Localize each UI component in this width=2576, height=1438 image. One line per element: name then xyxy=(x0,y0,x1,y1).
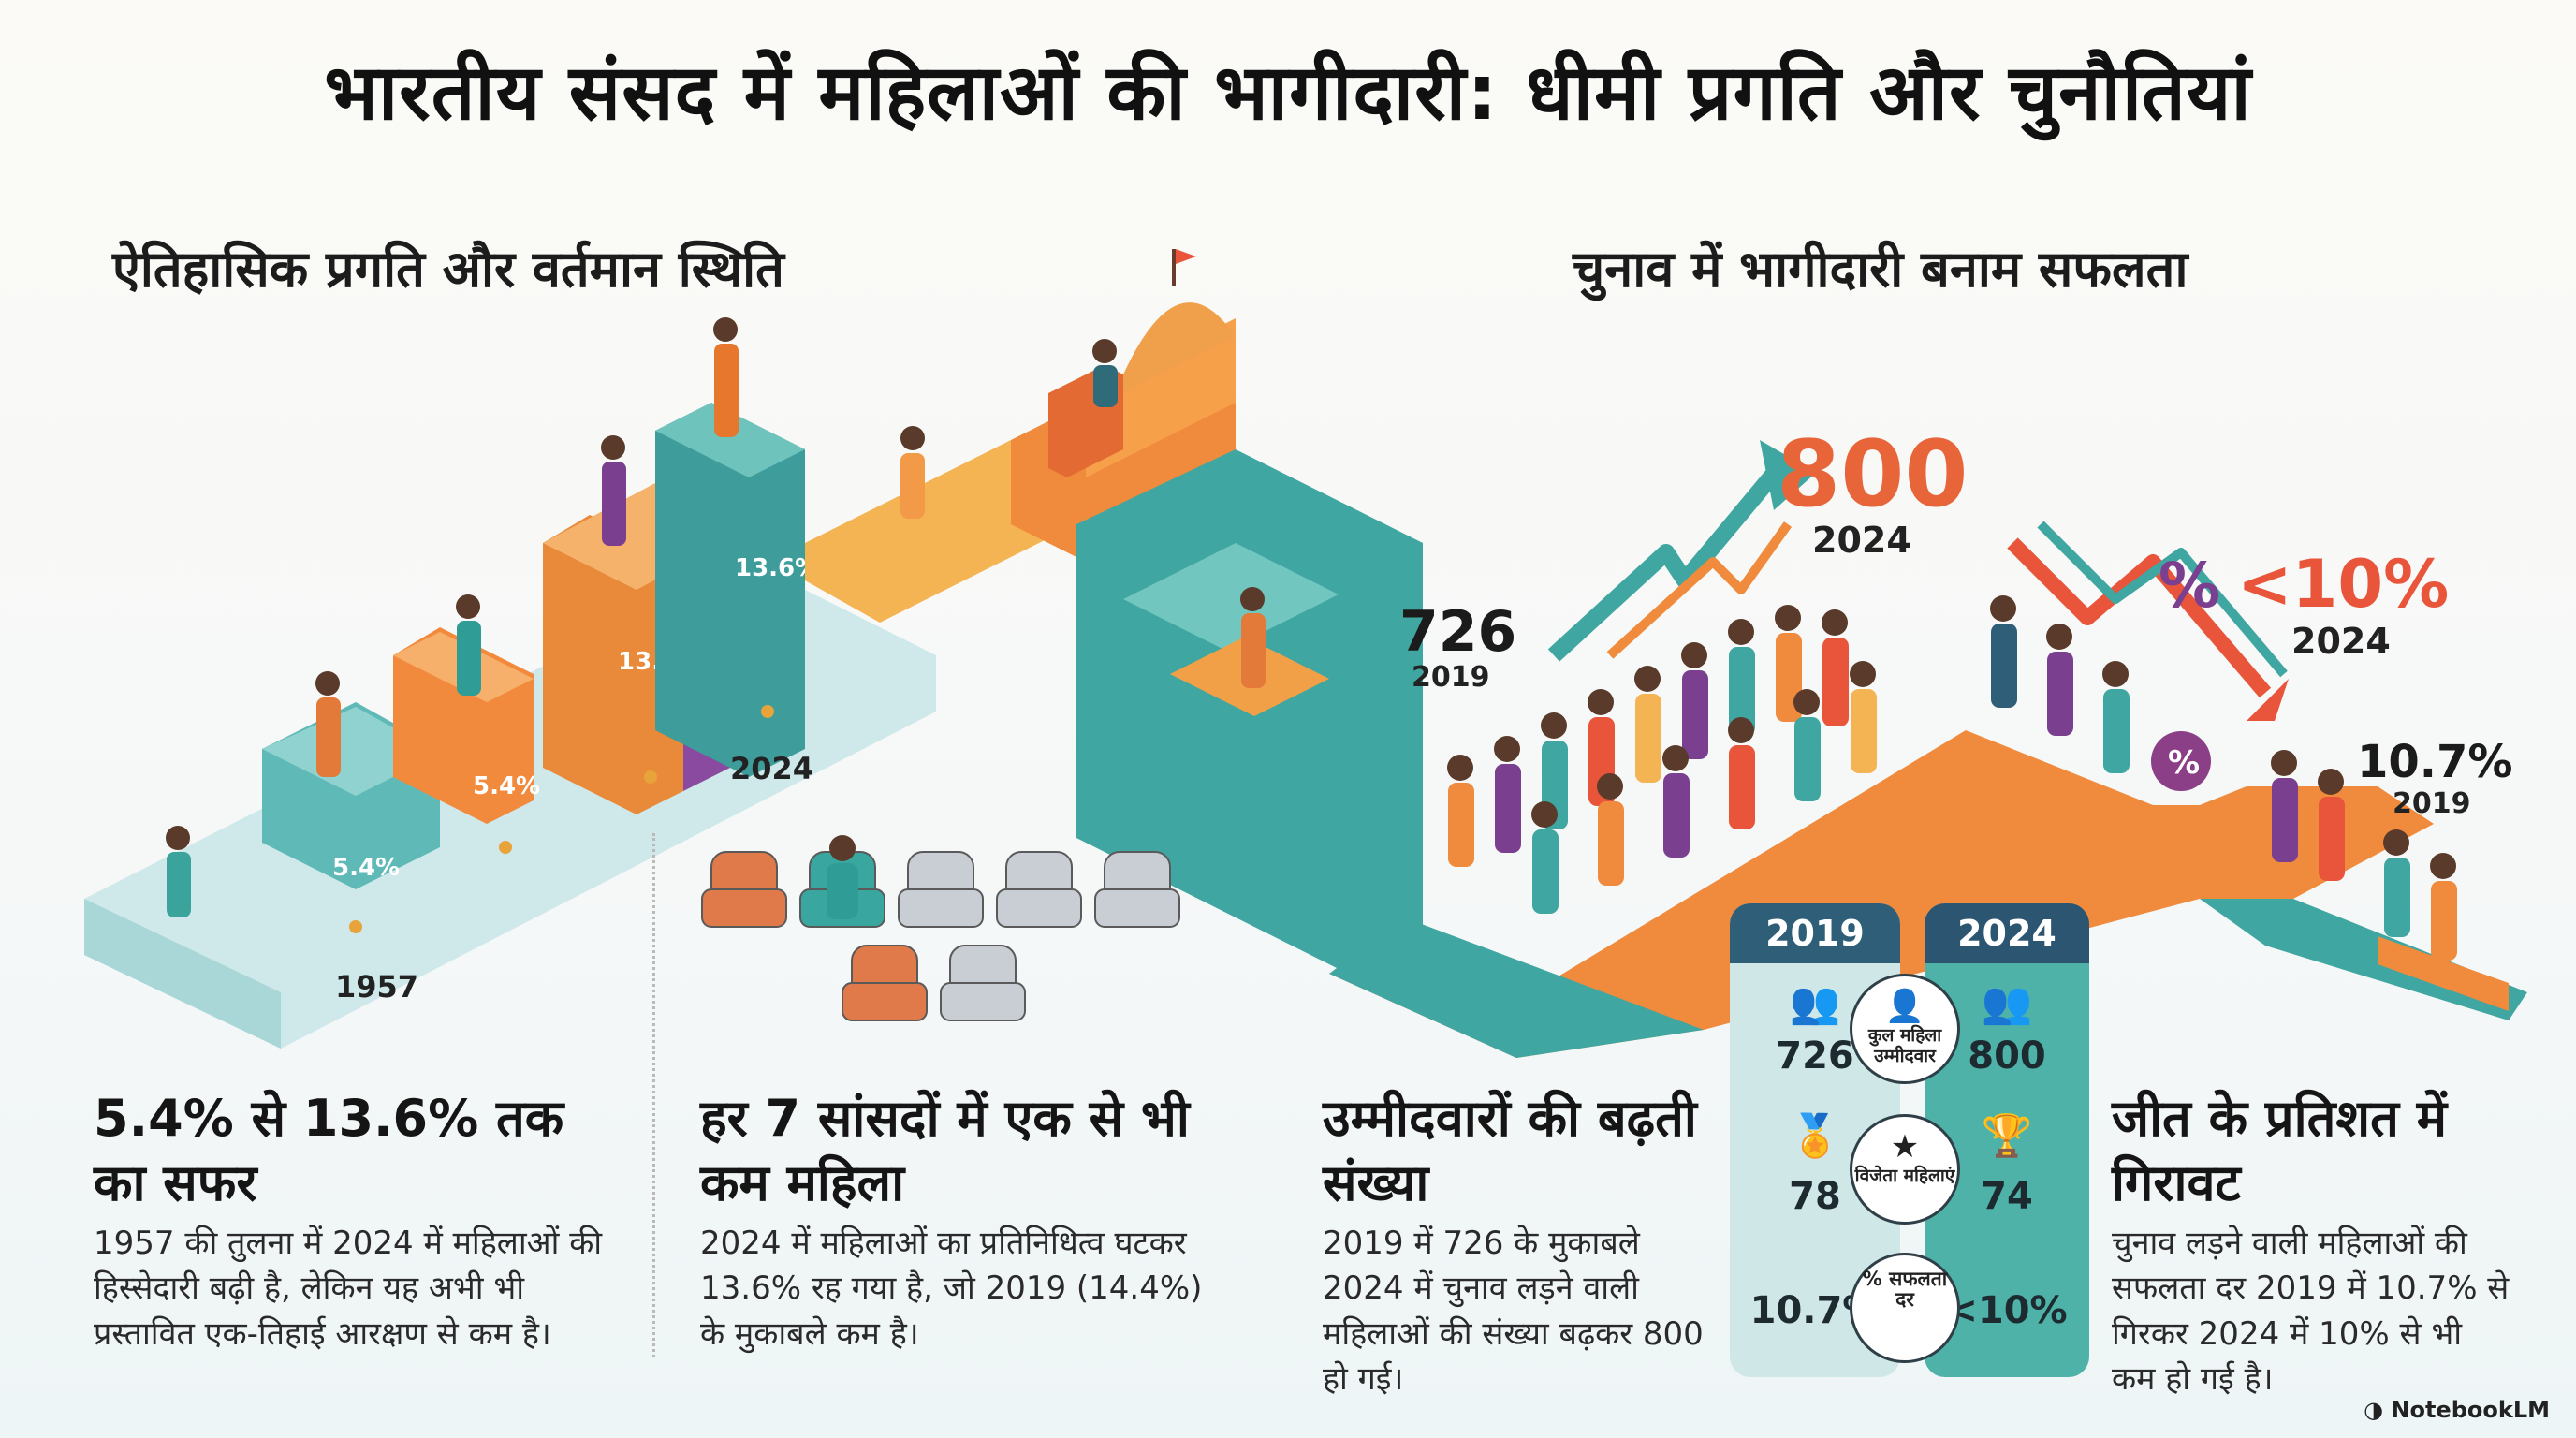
badge-success-rate: % सफलता दर xyxy=(1850,1253,1960,1363)
panel-4-body: चुनाव लड़ने वाली महिलाओं की सफलता दर 201… xyxy=(2112,1225,2510,1399)
left-section-title: ऐतिहासिक प्रगति और वर्तमान स्थिति xyxy=(112,240,784,299)
seat-icon xyxy=(701,851,787,928)
seat-icon xyxy=(996,851,1082,928)
success-2024-value: <10% xyxy=(2237,546,2449,623)
descending-stairs xyxy=(1076,449,1423,978)
candidates-2024-year: 2024 xyxy=(1812,520,1911,561)
comparison-year-2024: 2024 xyxy=(1925,903,2089,963)
panel-2-body: 2024 में महिलाओं का प्रतिनिधित्व घटकर 13… xyxy=(700,1225,1203,1353)
woman-figures-left xyxy=(166,317,739,917)
main-title: भारतीय संसद में महिलाओं की भागीदारी: धीम… xyxy=(324,49,2252,138)
brand-label: ◑ NotebookLM xyxy=(2364,1397,2550,1423)
panel-2-heading: हर 7 सांसदों में एक से भी कम महिला xyxy=(700,1089,1190,1213)
candidates-2024-value: 800 xyxy=(1777,421,1969,528)
walking-woman-head xyxy=(900,426,925,450)
seat-icon xyxy=(898,851,984,928)
panel-3: उम्मीदवारों की बढ़ती संख्या 2019 में 726… xyxy=(1323,1086,1716,1401)
right-section-title: चुनाव में भागीदारी बनाम सफलता xyxy=(1573,240,2188,299)
panel-3-heading: उम्मीदवारों की बढ़ती संख्या xyxy=(1323,1089,1697,1213)
comparison-2024-candidates: 800 xyxy=(1968,1034,2046,1078)
candidates-platform xyxy=(1329,730,2434,1058)
panel-4: जीत के प्रतिशत में गिरावट चुनाव लड़ने वा… xyxy=(2112,1086,2514,1401)
panel-1-body: 1957 की तुलना में 2024 में महिलाओं की हि… xyxy=(94,1225,603,1353)
comparison-2019-candidates: 726 xyxy=(1776,1034,1854,1078)
comparison-2019-winners: 78 xyxy=(1789,1175,1841,1218)
success-2019-value: 10.7% xyxy=(2357,736,2513,788)
panel-2: हर 7 सांसदों में एक से भी कम महिला 2024 … xyxy=(700,1086,1224,1357)
step-1-label: 5.4% xyxy=(332,854,400,882)
success-2019-year: 2019 xyxy=(2393,787,2471,820)
people-icon: 👥 xyxy=(1981,979,2033,1027)
candidates-2019-year: 2019 xyxy=(1412,661,1490,694)
comparison-2024-winners: 74 xyxy=(1981,1175,2033,1218)
person-icon: 👤 xyxy=(1884,988,1925,1025)
panel-1: 5.4% से 13.6% तक का सफर 1957 की तुलना मे… xyxy=(94,1086,618,1357)
panel-1-heading: 5.4% से 13.6% तक का सफर xyxy=(94,1089,564,1213)
year-start-label: 1957 xyxy=(335,969,418,1005)
rising-arrow xyxy=(1547,462,1785,662)
brand-text: NotebookLM xyxy=(2391,1397,2550,1423)
percent-coin xyxy=(2151,731,2211,791)
year-end-label: 2024 xyxy=(730,751,813,786)
badge-total-candidates: 👤 कुल महिला उम्मीदवार xyxy=(1850,974,1960,1084)
comparison-year-2019: 2019 xyxy=(1730,903,1900,963)
star-laurel-icon: ★ xyxy=(1890,1128,1920,1166)
people-icon: 👥 xyxy=(1789,979,1841,1027)
falling-arrow xyxy=(2007,537,2272,698)
medal-icon: 🏅 xyxy=(1789,1112,1841,1160)
panel-4-heading: जीत के प्रतिशत में गिरावट xyxy=(2112,1089,2447,1213)
crowd-figures xyxy=(1447,595,2457,961)
panel-3-body: 2019 में 726 के मुकाबले 2024 में चुनाव ल… xyxy=(1323,1225,1704,1399)
seat-icon xyxy=(1094,851,1180,928)
trophy-icon: 🏆 xyxy=(1981,1112,2033,1160)
seat-icon xyxy=(799,835,886,928)
seat-icon xyxy=(842,945,928,1021)
svg-text:%: % xyxy=(2168,744,2200,782)
step-4: 13.6% xyxy=(655,403,819,777)
seat-icon xyxy=(940,945,1026,1021)
success-symbol: % xyxy=(2159,550,2220,622)
success-2024-year: 2024 xyxy=(2291,621,2391,662)
candidates-2019-value: 726 xyxy=(1399,599,1516,665)
step-2-label: 5.4% xyxy=(473,772,540,800)
seats-illustration xyxy=(701,835,1180,1021)
badge-winners: ★ विजेता महिलाएं xyxy=(1850,1114,1960,1225)
walkway xyxy=(805,440,1076,623)
comparison-2024-rate: <10% xyxy=(1946,1289,2068,1332)
